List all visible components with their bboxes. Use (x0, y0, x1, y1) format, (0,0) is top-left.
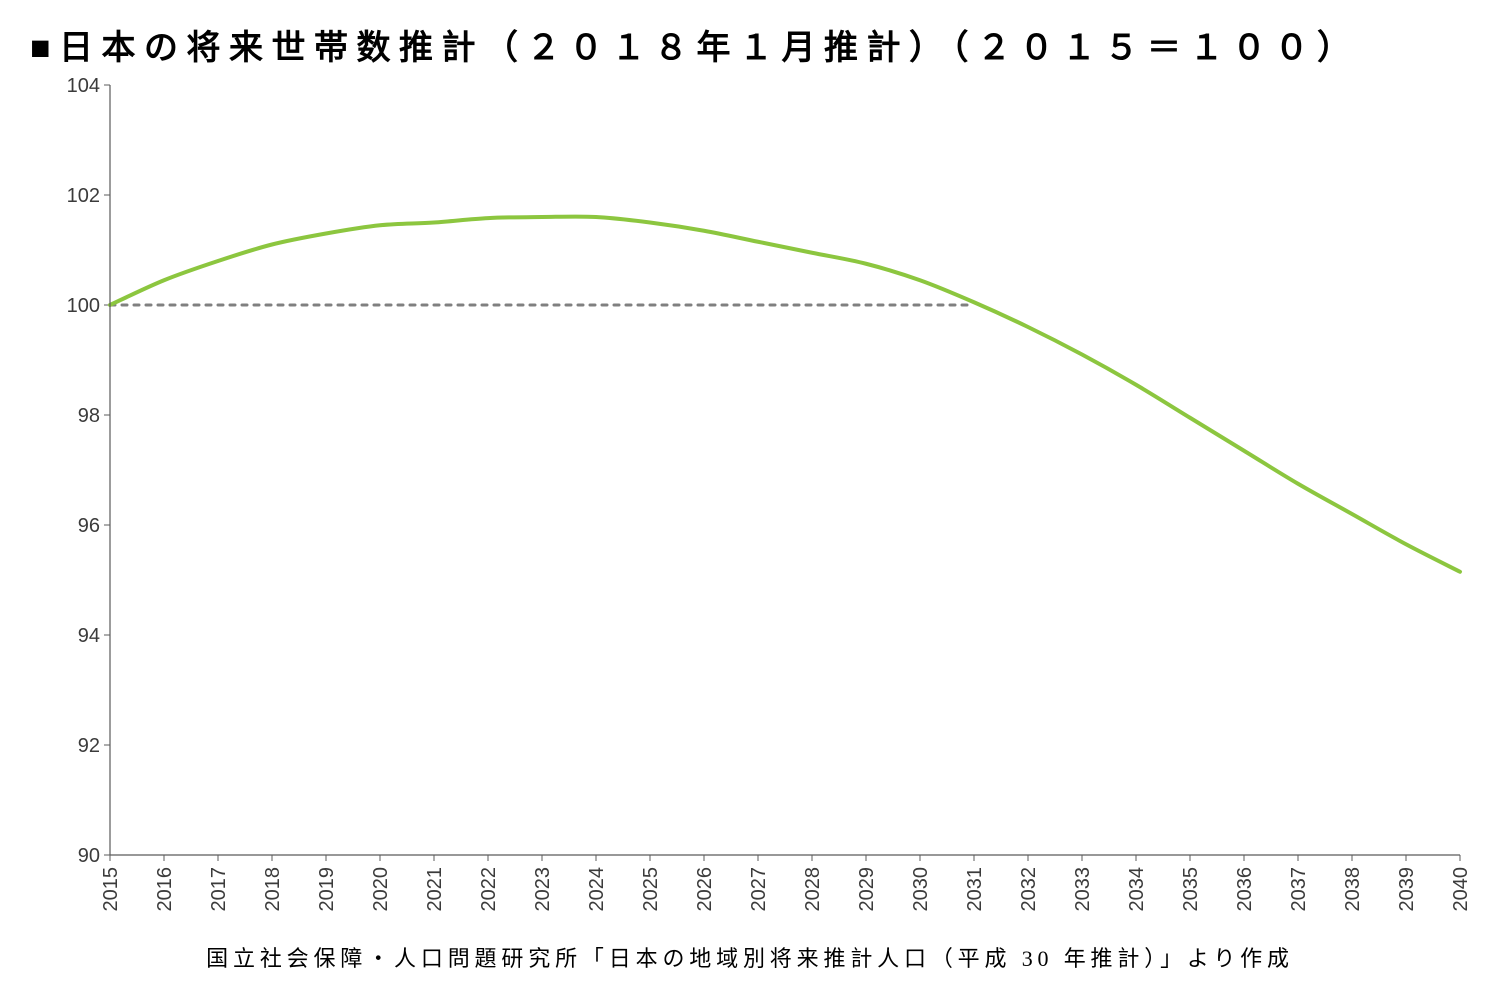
svg-text:2018: 2018 (262, 867, 284, 912)
svg-text:2034: 2034 (1126, 867, 1148, 912)
svg-text:96: 96 (78, 515, 100, 537)
svg-text:2017: 2017 (208, 867, 230, 912)
svg-text:2016: 2016 (154, 867, 176, 912)
svg-text:2039: 2039 (1396, 867, 1418, 912)
svg-text:2029: 2029 (856, 867, 878, 912)
svg-text:2024: 2024 (586, 867, 608, 912)
svg-text:2015: 2015 (100, 867, 122, 912)
svg-text:94: 94 (78, 625, 100, 647)
svg-text:2038: 2038 (1342, 867, 1364, 912)
svg-text:98: 98 (78, 405, 100, 427)
svg-text:2033: 2033 (1072, 867, 1094, 912)
svg-text:2026: 2026 (694, 867, 716, 912)
line-chart: 90 92 94 96 98 100 102 104 2015 2016 2017 2018 2019 2… (30, 75, 1470, 935)
svg-text:2028: 2028 (802, 867, 824, 912)
svg-text:2037: 2037 (1288, 867, 1310, 912)
svg-text:2036: 2036 (1234, 867, 1256, 912)
svg-text:102: 102 (67, 185, 100, 207)
svg-text:2020: 2020 (370, 867, 392, 912)
svg-text:2023: 2023 (532, 867, 554, 912)
chart-title: ■日本の将来世帯数推計（２０１８年１月推計）（２０１５＝１００） (30, 20, 1470, 69)
svg-text:2025: 2025 (640, 867, 662, 912)
svg-text:2031: 2031 (964, 867, 986, 912)
svg-text:2032: 2032 (1018, 867, 1040, 912)
svg-text:2040: 2040 (1450, 867, 1470, 912)
svg-text:92: 92 (78, 735, 100, 757)
svg-text:90: 90 (78, 845, 100, 867)
svg-text:2027: 2027 (748, 867, 770, 912)
svg-text:100: 100 (67, 295, 100, 317)
chart-container: 90 92 94 96 98 100 102 104 2015 2016 2017 2018 2019 2… (30, 75, 1470, 935)
svg-text:104: 104 (67, 75, 100, 97)
svg-text:2030: 2030 (910, 867, 932, 912)
svg-text:2035: 2035 (1180, 867, 1202, 912)
svg-text:2019: 2019 (316, 867, 338, 912)
chart-caption: 国立社会保障・人口問題研究所「日本の地域別将来推計人口（平成 30 年推計）」よ… (30, 941, 1470, 973)
svg-text:2022: 2022 (478, 867, 500, 912)
svg-text:2021: 2021 (424, 867, 446, 912)
